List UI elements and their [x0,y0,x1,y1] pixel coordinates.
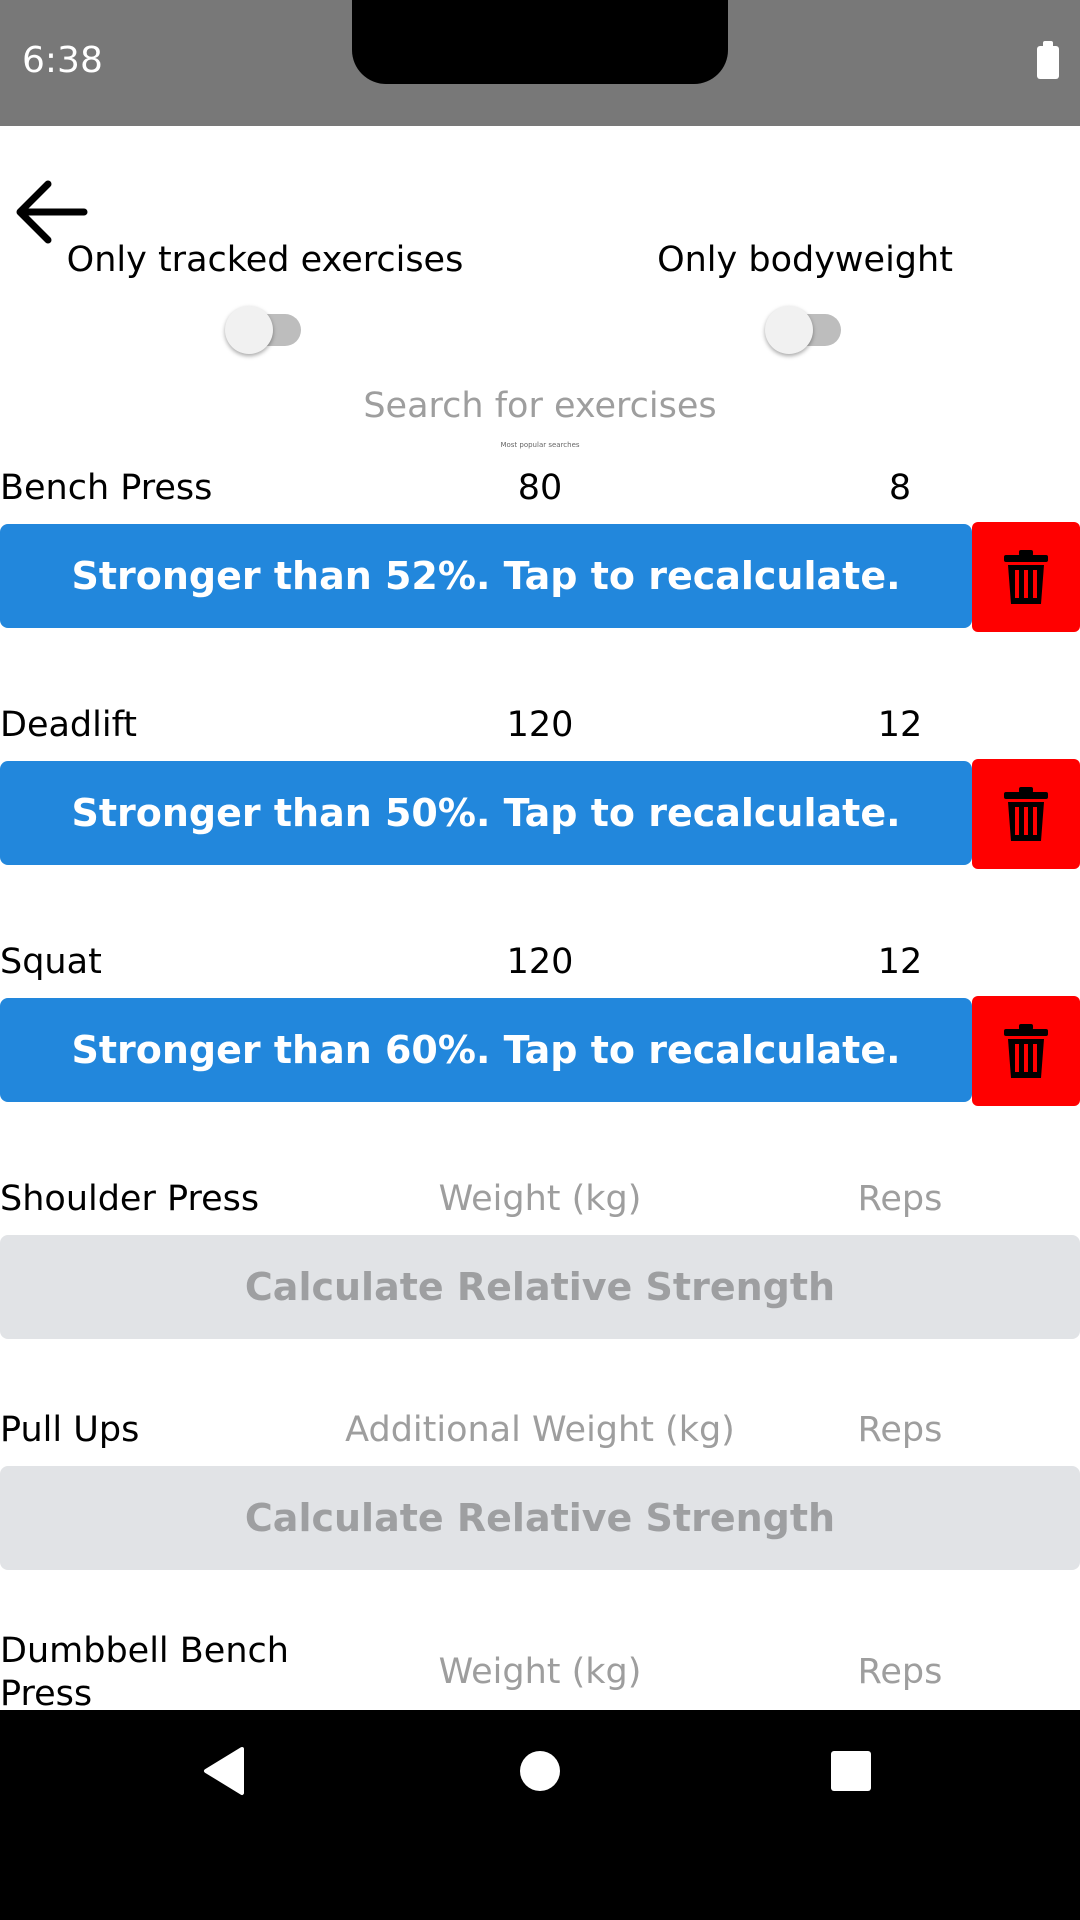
reps-value[interactable]: 12 [877,705,923,745]
weight-value[interactable]: 80 [517,468,563,508]
toggle-thumb [765,306,813,354]
exercise-name: Shoulder Press [0,1179,260,1219]
reps-value[interactable]: 8 [888,468,912,508]
exercise-name: Pull Ups [0,1410,140,1450]
status-bar: 6:38 [0,0,1080,126]
exercise-name: Squat [0,942,102,982]
bodyweight-toggle[interactable] [765,304,845,354]
triangle-back-icon [204,1747,244,1795]
additional-weight-field[interactable]: Additional Weight (kg) [345,1410,735,1450]
search-input[interactable] [240,380,840,432]
square-recents-icon [831,1751,871,1791]
tracked-filter: Only tracked exercises [60,240,470,354]
battery-icon [1037,41,1059,79]
back-button[interactable] [12,178,88,246]
circle-home-icon [520,1751,560,1791]
weight-field[interactable]: Weight (kg) [438,1179,642,1219]
system-nav-bar [0,1710,1080,1920]
weight-field[interactable]: Weight (kg) [438,1652,642,1692]
arrow-left-icon [16,180,88,244]
exercise-name: Deadlift [0,705,138,745]
exercise-name: Dumbbell Bench Press [0,1631,289,1714]
weight-value[interactable]: 120 [506,942,574,982]
trash-icon [1004,550,1048,604]
recalculate-button[interactable]: Stronger than 50%. Tap to recalculate. [0,761,972,865]
trash-icon [1004,1024,1048,1078]
bodyweight-filter-label: Only bodyweight [657,240,953,280]
trash-icon [1004,787,1048,841]
tracked-filter-label: Only tracked exercises [66,240,464,280]
calculate-strength-button[interactable]: Calculate Relative Strength [0,1235,1080,1339]
nav-home-button[interactable] [519,1750,561,1792]
recalculate-button[interactable]: Stronger than 60%. Tap to recalculate. [0,998,972,1102]
nav-back-button[interactable] [200,1746,248,1796]
nav-recents-button[interactable] [831,1751,871,1791]
toggle-thumb [225,306,273,354]
status-time: 6:38 [22,40,103,81]
reps-field[interactable]: Reps [857,1179,943,1219]
delete-button[interactable] [972,759,1080,869]
reps-value[interactable]: 12 [877,942,923,982]
tracked-toggle[interactable] [225,304,305,354]
calculate-strength-button[interactable]: Calculate Relative Strength [0,1466,1080,1570]
reps-field[interactable]: Reps [857,1652,943,1692]
delete-button[interactable] [972,522,1080,632]
recalculate-button[interactable]: Stronger than 52%. Tap to recalculate. [0,524,972,628]
reps-field[interactable]: Reps [857,1410,943,1450]
delete-button[interactable] [972,996,1080,1106]
popular-searches-label: Most popular searches [500,441,580,449]
camera-notch [352,0,728,84]
bodyweight-filter: Only bodyweight [610,240,1000,354]
weight-value[interactable]: 120 [506,705,574,745]
exercise-name: Bench Press [0,468,213,508]
